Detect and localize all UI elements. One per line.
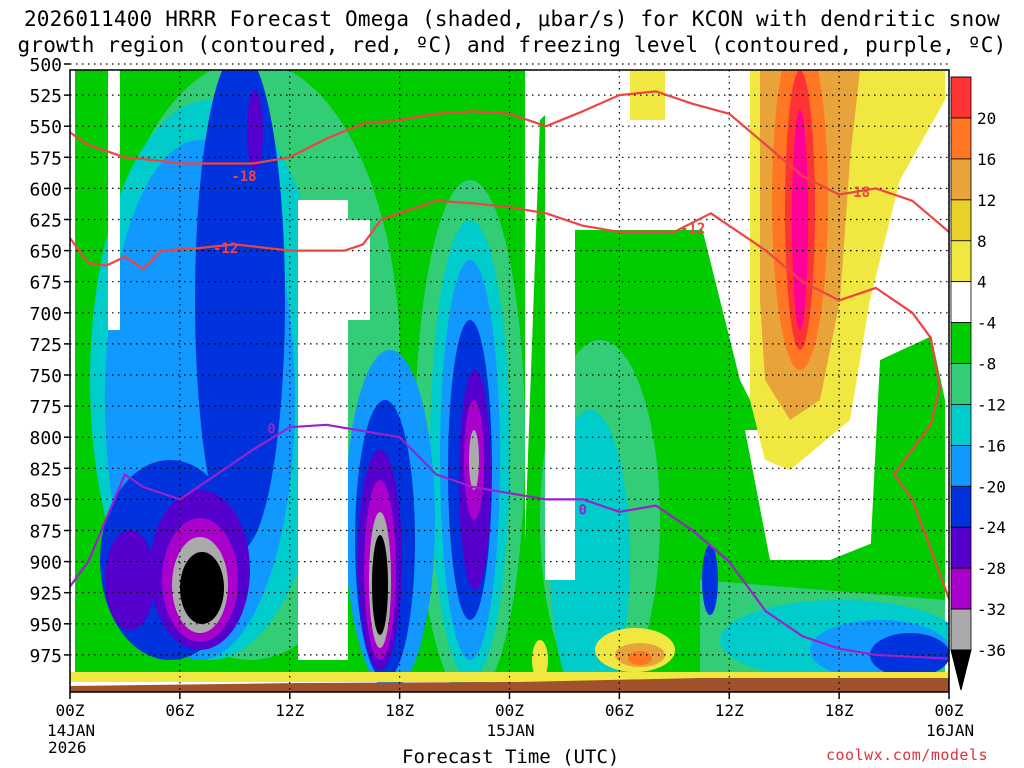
y-tick-label: 650: [29, 242, 62, 263]
x-axis-label: Forecast Time (UTC): [402, 746, 620, 768]
x-tick-year: 2026: [48, 738, 87, 757]
y-tick-label: 850: [29, 490, 62, 511]
y-tick-label: 550: [29, 117, 62, 138]
contour--18: [70, 90, 949, 233]
y-tick-label: 525: [29, 86, 62, 107]
y-tick-label: 950: [29, 615, 62, 636]
colorbar-label: -28: [977, 559, 1006, 578]
contour-label: -12: [213, 241, 238, 257]
colorbar-label: -4: [977, 314, 996, 333]
colorbar-segment: [950, 404, 972, 446]
y-tick-label: 600: [29, 179, 62, 200]
y-tick-label: 800: [29, 428, 62, 449]
colorbar-label: -12: [977, 395, 1006, 414]
colorbar-label: -24: [977, 518, 1006, 537]
y-tick-label: 725: [29, 335, 62, 356]
y-tick-label: 750: [29, 366, 62, 387]
x-tick-label: 12Z: [275, 701, 304, 720]
y-tick-label: 500: [29, 55, 62, 76]
colorbar-segment: [950, 240, 972, 283]
colorbar-segment: [950, 199, 972, 242]
colorbar-label: -16: [977, 436, 1006, 455]
y-tick-label: 900: [29, 553, 62, 574]
grid-lines: [69, 63, 950, 692]
x-tick-label: 18Z: [385, 701, 414, 720]
colorbar-segment: [950, 608, 972, 651]
colorbar-label: -20: [977, 477, 1006, 496]
colorbar-label: 12: [977, 191, 996, 210]
credit-text[interactable]: coolwx.com/models: [826, 746, 989, 764]
colorbar-segment: [950, 158, 972, 201]
colorbar-segment: [950, 526, 972, 569]
x-tick-label: 06Z: [165, 701, 194, 720]
x-tick-label: 00Z: [56, 701, 85, 720]
contour-label: -12: [680, 221, 705, 237]
contour-label: -18: [845, 185, 870, 201]
x-tick-label: 06Z: [605, 701, 634, 720]
contour-lines: [70, 90, 949, 660]
y-tick-label: 925: [29, 584, 62, 605]
contour--12: [70, 199, 949, 600]
colorbar-segment: [950, 567, 972, 610]
colorbar-label: -36: [977, 641, 1006, 660]
colorbar-segment: [950, 322, 972, 364]
colorbar-label: 8: [977, 232, 987, 251]
y-axis: 500 525 550 575 600 625 650 675 700 725 750 775 800 8…: [29, 55, 70, 667]
chart-title: 2026011400 HRRR Forecast Omega (shaded, …: [0, 6, 1024, 58]
x-tick-date: 14JAN: [47, 721, 96, 740]
x-tick-label: 00Z: [935, 701, 964, 720]
colorbar-label: 20: [977, 109, 996, 128]
omega-shading: [70, 70, 949, 692]
y-tick-label: 875: [29, 522, 62, 543]
contour-labels: -18 -12 -12 -18 0 0: [213, 169, 870, 518]
contour-0: [70, 423, 949, 660]
colorbar-label: -32: [977, 600, 1006, 619]
x-tick-date: 15JAN: [486, 721, 535, 740]
chart-title-line2: growth region (contoured, red, ºC) and f…: [17, 33, 1007, 57]
colorbar-segment: [950, 76, 972, 119]
colorbar-segment: [950, 117, 972, 160]
colorbar-segment: [950, 281, 972, 324]
colorbar-segment: [950, 363, 972, 405]
x-tick-date: 16JAN: [926, 721, 975, 740]
colorbar-label: 16: [977, 150, 996, 169]
y-tick-label: 975: [29, 646, 62, 667]
y-tick-label: 625: [29, 211, 62, 232]
y-tick-label: 775: [29, 397, 62, 418]
contour-label: 0: [579, 502, 587, 518]
y-tick-label: 675: [29, 273, 62, 294]
y-tick-label: 575: [29, 148, 62, 169]
y-tick-label: 700: [29, 304, 62, 325]
x-tick-label: 00Z: [495, 701, 524, 720]
contour-label: 0: [267, 421, 275, 437]
colorbar-segment: [950, 444, 972, 487]
colorbar-label: 4: [977, 273, 987, 292]
y-tick-label: 825: [29, 459, 62, 480]
x-axis: 00Z 06Z 12Z 18Z 00Z 06Z 12Z 18Z 00Z: [56, 692, 964, 720]
colorbar-label: -8: [977, 355, 996, 374]
contour-label: -18: [231, 169, 256, 185]
colorbar: 20 16 12 8 4 -4 -8 -12 -16 -20 -24 -28 -32 -36: [950, 76, 1006, 691]
colorbar-segment: [950, 485, 972, 528]
x-tick-label: 12Z: [715, 701, 744, 720]
colorbar-bottom-arrow: [950, 649, 972, 691]
x-tick-label: 18Z: [825, 701, 854, 720]
chart-title-line1: 2026011400 HRRR Forecast Omega (shaded, …: [23, 7, 1001, 31]
